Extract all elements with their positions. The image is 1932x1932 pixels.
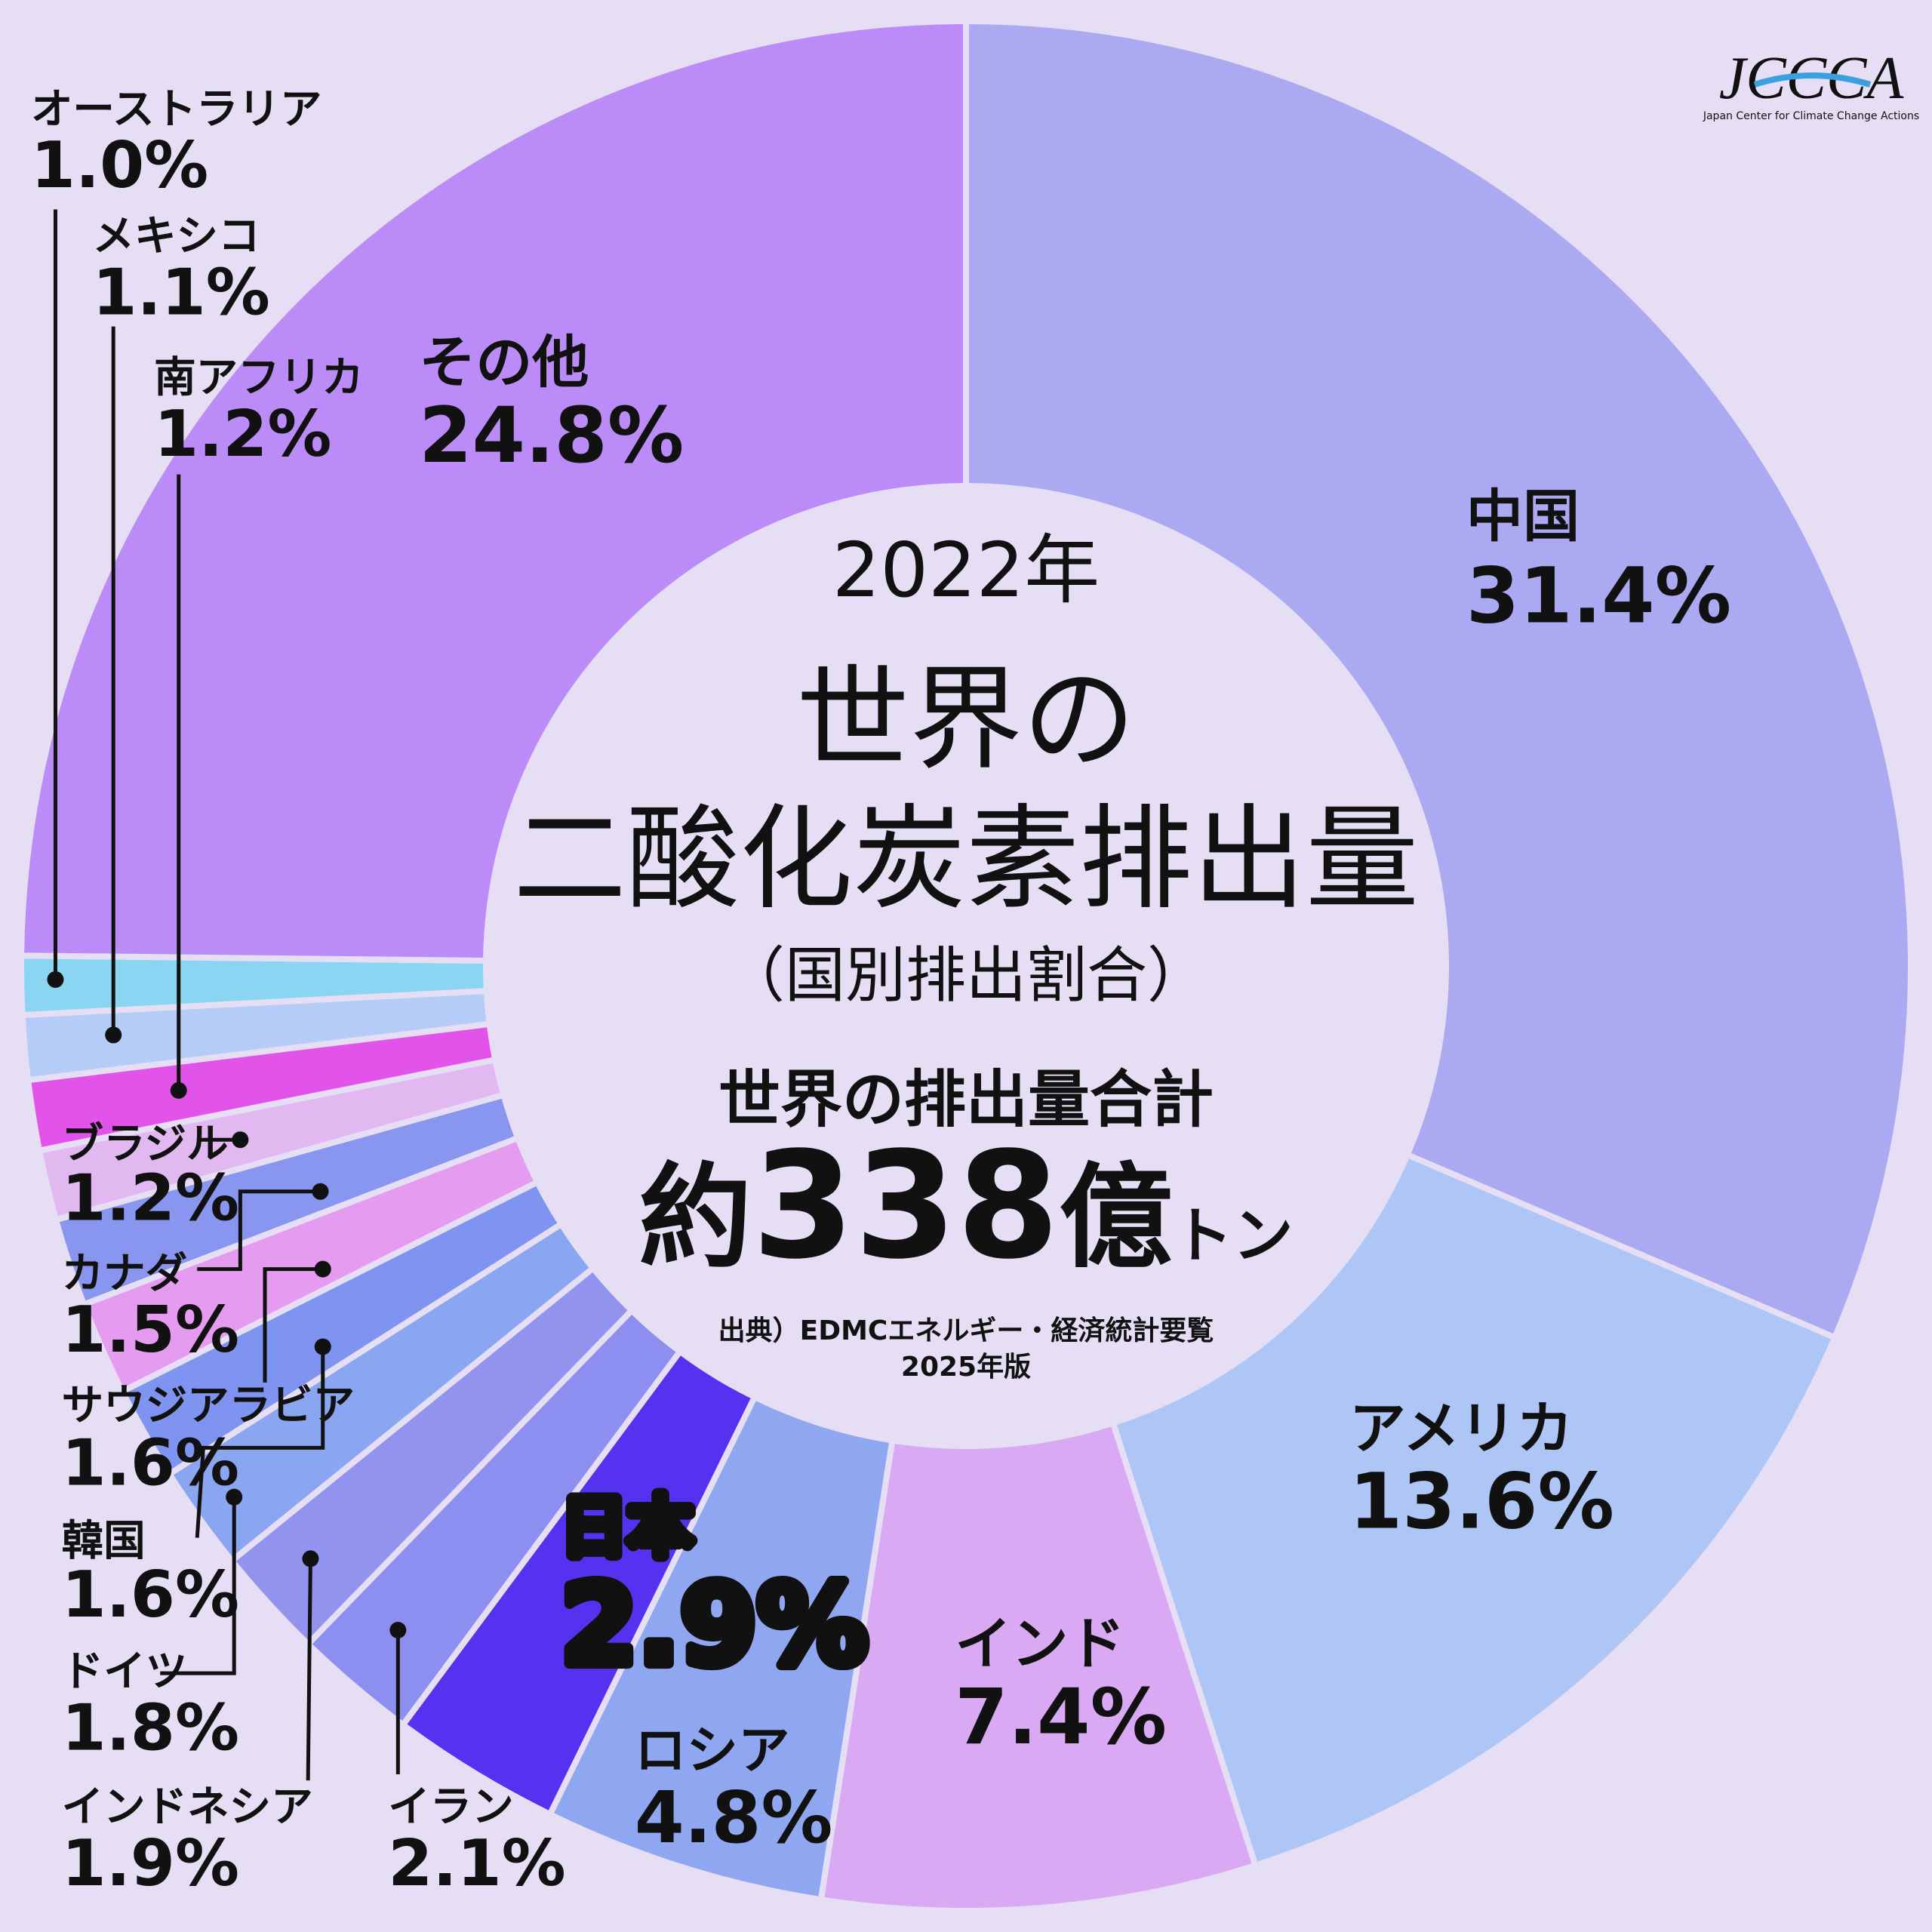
value-label: 7.4% [955, 1672, 1167, 1761]
chart-title: 世界の [796, 654, 1136, 786]
year-label: 2022年 [832, 526, 1100, 614]
category-label: 南アフリカ [154, 353, 364, 402]
category-label: オーストラリア [31, 85, 322, 134]
category-label: その他 [419, 329, 589, 395]
leader-line [306, 1558, 312, 1781]
leader-dot [314, 1260, 331, 1278]
leader-dot [314, 1338, 331, 1355]
category-label: 中国 [1466, 483, 1580, 549]
leader-line [160, 1497, 236, 1675]
category-label: カナダ [62, 1249, 188, 1298]
logo: JCCCA Japan Center for Climate Change Ac… [1703, 45, 1919, 122]
leader-dot [226, 1488, 243, 1506]
subtitle: （国別排出割合） [724, 940, 1208, 1011]
category-label: ブラジル [62, 1120, 229, 1169]
category-label: 韓国 [62, 1516, 146, 1565]
leader-dot [105, 1026, 122, 1044]
value-label: 31.4% [1466, 551, 1731, 640]
total-unit: トン [1173, 1201, 1294, 1271]
value-label: 1.2% [154, 397, 331, 472]
leader-dot [302, 1550, 319, 1567]
total-number: 338 [752, 1120, 1059, 1291]
category-label: メキシコ [92, 211, 260, 260]
labels: 中国31.4%アメリカ13.6%インド7.4%ロシア4.8%日本2.9%イラン2… [31, 85, 1731, 1901]
category-label: 日本 [561, 1488, 694, 1566]
value-label: 13.6% [1349, 1457, 1614, 1546]
category-label: ロシア [635, 1721, 790, 1781]
logo-subtitle: Japan Center for Climate Change Actions [1703, 110, 1919, 122]
value-label: 1.0% [31, 128, 208, 203]
category-label: サウジアラビア [62, 1381, 355, 1430]
leader-dot [389, 1622, 407, 1638]
category-label: ドイツ [62, 1647, 188, 1696]
value-label: 2.1% [388, 1826, 565, 1901]
chart-title: 二酸化炭素排出量 [513, 794, 1419, 925]
source-edition: 2025年版 [901, 1352, 1031, 1383]
value-label: 2.9% [561, 1561, 868, 1690]
value-label: 1.5% [62, 1293, 239, 1367]
leader-dot [170, 1081, 187, 1099]
category-label: インドネシア [62, 1783, 313, 1832]
value-label: 1.8% [62, 1690, 239, 1765]
leader-line [195, 1346, 325, 1538]
leader-line [263, 1267, 323, 1383]
category-label: インド [955, 1611, 1124, 1677]
value-label: 1.6% [62, 1426, 239, 1500]
leader-dot [232, 1131, 249, 1149]
value-label: 24.8% [419, 391, 684, 480]
total-label: 世界の排出量合計 [718, 1064, 1214, 1136]
leader-line [197, 1189, 321, 1272]
source: 出典）EDMCエネルギー・経済統計要覧 [718, 1315, 1214, 1346]
value-label: 4.8% [635, 1777, 833, 1860]
center-text: 2022年 世界の 二酸化炭素排出量 （国別排出割合） 世界の排出量合計 約33… [513, 526, 1419, 1383]
total-unit: 億 [1060, 1152, 1173, 1284]
donut-hole [483, 483, 1449, 1449]
category-label: アメリカ [1349, 1395, 1574, 1461]
total-value: 約338億トン [638, 1120, 1293, 1291]
category-label: イラン [388, 1783, 514, 1832]
value-label: 1.6% [62, 1558, 239, 1632]
value-label: 1.9% [62, 1826, 239, 1901]
value-label: 1.1% [92, 255, 269, 330]
logo-arc [1753, 72, 1872, 88]
leader-dot [47, 971, 64, 988]
total-prefix: 約 [638, 1152, 752, 1284]
leader-dot [312, 1183, 329, 1200]
value-label: 1.2% [62, 1161, 239, 1235]
